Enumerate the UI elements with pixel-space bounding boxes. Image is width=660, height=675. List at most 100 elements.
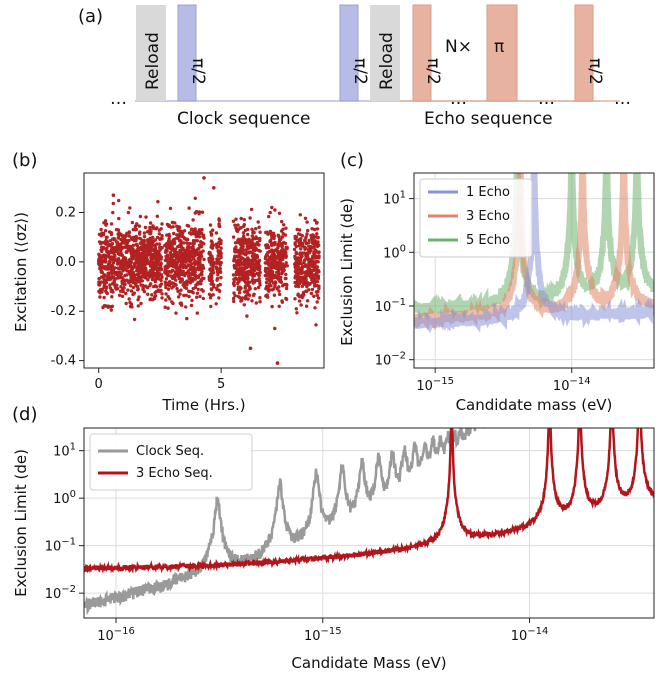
data-point (251, 246, 255, 250)
data-point (187, 206, 191, 210)
data-point (280, 300, 285, 304)
data-point (124, 291, 128, 296)
data-point (121, 234, 125, 238)
data-point (300, 241, 304, 246)
data-point (195, 248, 199, 252)
data-point (265, 260, 269, 264)
data-point (164, 285, 168, 290)
data-point (237, 252, 241, 256)
data-point (305, 299, 310, 303)
data-point (102, 295, 106, 300)
data-point (108, 250, 113, 254)
data-point (295, 275, 299, 279)
data-point (188, 264, 193, 268)
data-point (171, 239, 175, 243)
data-point (151, 298, 155, 302)
data-point (276, 251, 280, 255)
tick-label: 101 (383, 190, 406, 208)
data-point (187, 231, 192, 235)
plot-c-legend: 1 Echo 3 Echo 5 Echo (419, 178, 533, 258)
data-point (245, 314, 249, 318)
data-point (234, 270, 239, 274)
data-point (133, 250, 137, 254)
echo-pi-pulse (486, 4, 518, 102)
data-point (273, 263, 278, 267)
data-point (296, 279, 301, 284)
data-point (197, 235, 202, 239)
data-point (169, 253, 173, 258)
data-point (270, 243, 274, 248)
data-point (151, 243, 155, 247)
data-point (296, 284, 301, 289)
data-point (183, 248, 187, 253)
data-point (122, 283, 126, 287)
data-point (133, 224, 137, 229)
data-point (314, 235, 318, 239)
data-point (116, 236, 121, 240)
data-point (129, 284, 133, 288)
data-point (313, 218, 317, 222)
data-point (257, 277, 261, 281)
legend-label: Clock Seq. (136, 444, 204, 459)
data-point (148, 225, 152, 230)
data-point (202, 276, 206, 280)
data-point (202, 257, 206, 262)
echo-half-pi-pulse (574, 4, 594, 102)
data-point (216, 273, 220, 277)
data-point (250, 227, 254, 231)
data-point (272, 253, 276, 258)
data-point (119, 244, 123, 248)
panel-b: (b) 0 5 -0.4 -0.2 0.0 0.2 Time (Hrs.) Excitat… (12, 150, 325, 414)
data-point (109, 269, 114, 273)
data-point (111, 201, 116, 206)
data-point (312, 250, 316, 254)
data-point (246, 232, 250, 237)
data-point (103, 267, 108, 271)
data-point (153, 291, 157, 295)
data-point (281, 262, 285, 266)
data-point (232, 277, 236, 281)
data-point (266, 284, 270, 288)
data-point (233, 259, 237, 263)
data-point (150, 248, 155, 252)
data-point (138, 214, 143, 219)
data-point (280, 219, 284, 224)
data-point (176, 289, 180, 293)
data-point (200, 269, 204, 274)
data-point (316, 255, 320, 259)
data-point (116, 258, 121, 262)
half-pi-label: π/2 (423, 58, 443, 85)
data-point (275, 287, 279, 291)
data-point (170, 262, 174, 267)
data-point (280, 250, 284, 255)
data-point (270, 205, 274, 210)
data-point (199, 231, 203, 236)
data-point (254, 227, 258, 231)
data-point (280, 244, 284, 248)
data-point (284, 297, 289, 301)
tick-label: 10−1 (45, 537, 76, 555)
data-point (241, 271, 245, 275)
data-point (242, 218, 246, 222)
data-point (187, 294, 191, 299)
data-point (155, 226, 159, 230)
data-point (293, 280, 297, 285)
data-point (243, 267, 247, 271)
data-point (149, 229, 153, 233)
data-point (249, 207, 254, 212)
data-point (232, 291, 236, 295)
panel-a: (a) Reload π/2 π/2 Reload π/2 N× π π/2 …… (78, 4, 631, 129)
data-point (116, 251, 121, 255)
data-point (159, 262, 163, 266)
data-point (214, 242, 219, 246)
data-point (192, 261, 197, 265)
data-point (294, 244, 298, 249)
data-point (176, 295, 181, 299)
data-point (219, 246, 223, 250)
data-point (209, 282, 213, 286)
data-point (216, 283, 220, 288)
data-point (113, 285, 118, 289)
data-point (198, 243, 202, 247)
data-point (282, 223, 286, 227)
data-point (104, 289, 108, 293)
